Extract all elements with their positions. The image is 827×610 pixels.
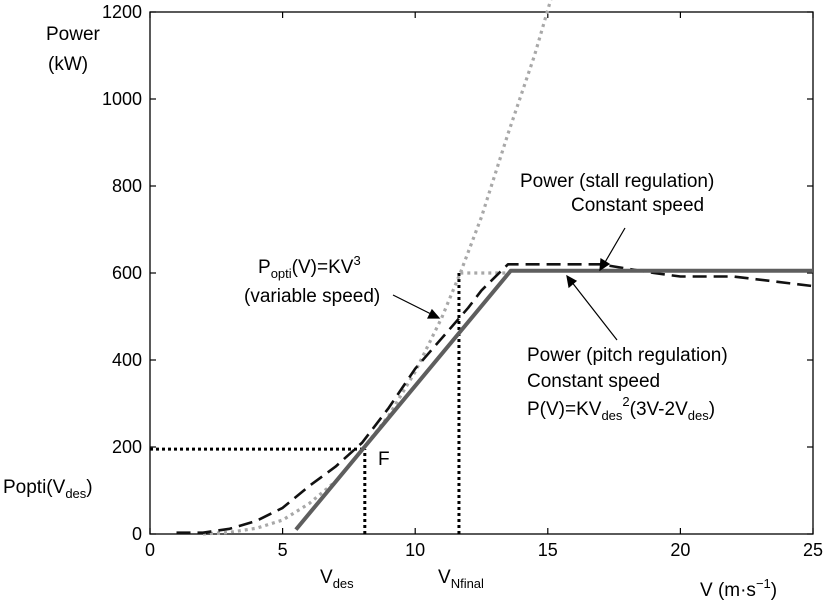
popti-mid: (V)=KV	[292, 257, 354, 278]
popti-vdes-end: )	[86, 477, 92, 498]
x-tick-label-3: 15	[538, 540, 558, 560]
vnfinal-sub: Nfinal	[451, 576, 484, 591]
x-tick-label-2: 10	[405, 540, 425, 560]
x-tick-label-4: 20	[670, 540, 690, 560]
y-tick-label-1: 200	[112, 437, 142, 457]
y-tick-label-5: 1000	[102, 89, 142, 109]
x-axis-label-close: )	[771, 580, 777, 601]
vnfinal-label: VNfinal	[438, 567, 484, 591]
popti-vdes-main: Popti(V	[3, 477, 66, 498]
popti-vdes-label: Popti(Vdes)	[3, 477, 93, 501]
vnfinal-main: V	[438, 567, 451, 588]
stall-annotation-line2: Constant speed	[571, 195, 704, 216]
pitch-sub1: des	[601, 408, 622, 423]
popti-sup: 3	[353, 253, 360, 268]
axis-ticks: 0 5 10 15 20 25 0 200 400 600 800 1000 1200	[102, 2, 823, 560]
stall-annotation-line1: Power (stall regulation)	[520, 171, 714, 192]
vdes-sub: des	[333, 576, 354, 591]
point-f-label: F	[378, 449, 390, 470]
stall-arrowhead	[599, 257, 611, 272]
x-tick-label-1: 5	[278, 540, 288, 560]
popti-p: P	[258, 257, 271, 278]
y-tick-label-0: 0	[132, 524, 142, 544]
popti-arrowhead	[427, 308, 441, 319]
x-tick-label-5: 25	[803, 540, 823, 560]
popti-sub: opti	[271, 266, 292, 281]
y-tick-label-2: 400	[112, 350, 142, 370]
x-axis-label-exp: −1	[756, 576, 771, 591]
pitch-arrow	[570, 280, 618, 341]
vdes-main: V	[320, 567, 333, 588]
series-line-2	[176, 262, 814, 535]
y-tick-label-6: 1200	[102, 2, 142, 22]
pitch-end: )	[709, 399, 715, 420]
x-axis-label-main: V (m·s	[700, 580, 756, 601]
pitch-annotation-line2: Constant speed	[527, 371, 660, 392]
pitch-mid: (3V-2V	[630, 399, 688, 420]
y-tick-label-3: 600	[112, 263, 142, 283]
x-axis-label: V (m·s−1)	[700, 576, 777, 601]
series-line-3	[294, 268, 813, 531]
annotation-arrows	[392, 227, 626, 341]
pitch-annotation-line1: Power (pitch regulation)	[527, 345, 728, 366]
vdes-label: Vdes	[320, 567, 354, 591]
popti-annotation-line1: Popti(V)=KV3	[258, 253, 361, 281]
reference-lines	[150, 273, 461, 534]
x-tick-label-0: 0	[145, 540, 155, 560]
pitch-sub2: des	[688, 408, 709, 423]
pitch-formula: P(V)=KVdes2(3V-2Vdes)	[527, 394, 715, 423]
pitch-arrowhead	[566, 274, 578, 289]
popti-annotation-line2: (variable speed)	[244, 286, 380, 307]
y-axis-label-line2: (kW)	[48, 54, 88, 75]
pitch-p1: P(V)=KV	[527, 399, 602, 420]
popti-vdes-sub: des	[65, 486, 86, 501]
y-axis-label-line1: Power	[46, 24, 101, 45]
y-tick-label-4: 800	[112, 176, 142, 196]
popti-arrow	[392, 294, 434, 316]
series-group	[176, 0, 814, 536]
pitch-sup: 2	[622, 394, 629, 409]
stall-arrow	[603, 227, 626, 265]
